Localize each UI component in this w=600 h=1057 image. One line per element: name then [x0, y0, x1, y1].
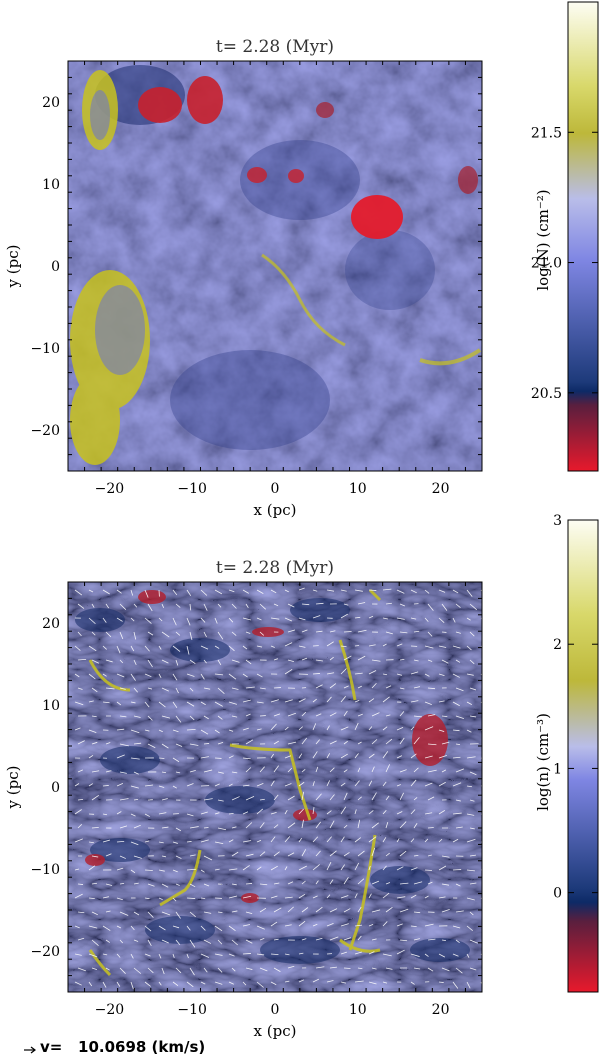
- y-tick-label: 10: [42, 177, 60, 193]
- dense-clump: [458, 166, 478, 194]
- y-tick-label: 0: [51, 259, 60, 275]
- y-tick-label: 20: [42, 95, 60, 111]
- x-tick-label: 0: [271, 1002, 280, 1018]
- colorbar-bottom: [567, 519, 599, 993]
- colorbar-top-ticks: 20.5 21.0 21.5: [531, 125, 598, 402]
- dense-clump: [187, 76, 223, 124]
- x-tick-label: 20: [432, 481, 450, 497]
- y-tick-label: 0: [51, 780, 60, 796]
- y-tick-label: 10: [42, 698, 60, 714]
- y-tick-label: −20: [30, 944, 60, 960]
- velocity-legend-arrow: [24, 1046, 36, 1054]
- panel-top-frame: [67, 60, 483, 472]
- dense-clump: [138, 87, 182, 123]
- y-tick-label: 20: [42, 616, 60, 632]
- colorbar-tick-label: 1: [553, 761, 562, 777]
- y-tick-label: −10: [30, 341, 60, 357]
- panel-bottom: t= 2.28 (Myr): [4, 513, 599, 1040]
- colorbar-bottom-ticks: 0 1 2 3: [553, 513, 598, 902]
- colorbar-tick-label: 0: [553, 886, 562, 902]
- panel-top-axes: −20 −10 0 10 20 −20 −10 0 10 20: [30, 60, 483, 497]
- dense-clump: [288, 169, 304, 183]
- panel-bottom-axes: −20 −10 0 10 20 −20 −10 0 10 20: [30, 581, 483, 1018]
- x-tick-label: −20: [95, 1002, 125, 1018]
- panel-top-title: t= 2.28 (Myr): [216, 37, 334, 57]
- colorbar-tick-label: 3: [553, 513, 562, 529]
- panel-top-map: [68, 61, 482, 471]
- x-tick-label: −10: [177, 1002, 207, 1018]
- y-tick-label: −20: [30, 423, 60, 439]
- panel-bottom-frame: [67, 581, 483, 993]
- colorbar-tick-label: 21.5: [531, 125, 562, 141]
- panel-top-ylabel: y (pc): [4, 245, 22, 289]
- panel-top: t= 2.28 (Myr): [4, 1, 599, 519]
- colorbar-tick-label: 21.0: [531, 256, 562, 272]
- dense-clump: [247, 167, 267, 183]
- colorbar-tick-label: 20.5: [531, 386, 562, 402]
- velocity-legend: v= 10.0698 (km/s): [40, 1038, 206, 1056]
- dense-clump: [351, 195, 403, 239]
- dense-clump: [316, 102, 334, 118]
- colorbar-top-label: log(N) (cm⁻²): [534, 189, 552, 290]
- panel-bottom-title: t= 2.28 (Myr): [216, 558, 334, 578]
- x-tick-label: 20: [432, 1002, 450, 1018]
- colorbar-tick-label: 2: [553, 637, 562, 653]
- colorbar-bottom-label: log(n) (cm⁻³): [534, 713, 552, 811]
- x-tick-label: −10: [177, 481, 207, 497]
- x-tick-label: 0: [271, 481, 280, 497]
- x-tick-label: 10: [349, 481, 367, 497]
- y-tick-label: −10: [30, 862, 60, 878]
- panel-bottom-map: [68, 582, 482, 992]
- x-tick-label: 10: [349, 1002, 367, 1018]
- panel-bottom-xlabel: x (pc): [254, 1022, 297, 1040]
- x-tick-label: −20: [95, 481, 125, 497]
- panel-bottom-ylabel: y (pc): [4, 766, 22, 810]
- colorbar-top: [567, 1, 599, 472]
- panel-top-xlabel: x (pc): [254, 501, 297, 519]
- filament-high-density: [88, 588, 382, 977]
